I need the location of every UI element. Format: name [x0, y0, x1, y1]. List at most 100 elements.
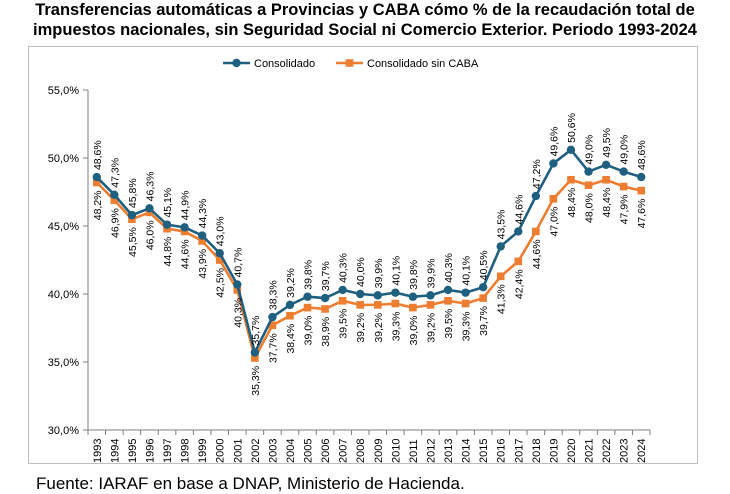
data-label-consolidado-sin-caba: 38,9% — [320, 317, 332, 347]
data-point-consolidado — [250, 348, 260, 357]
x-tick-label: 2013 — [443, 439, 455, 463]
data-point-consolidado — [373, 291, 382, 300]
data-label-consolidado: 49,0% — [619, 135, 631, 165]
data-point-consolidado — [408, 292, 418, 301]
data-label-consolidado-sin-caba: 35,3% — [250, 366, 262, 396]
data-point-consolidado — [461, 288, 470, 297]
x-tick-label: 2015 — [478, 439, 490, 463]
data-point-consolidado — [180, 223, 189, 232]
legend-marker-consolidado — [232, 58, 241, 68]
data-point-consolidado-sin-caba — [356, 301, 365, 309]
data-label-consolidado-sin-caba: 44,8% — [162, 237, 174, 267]
x-tick-label: 2012 — [425, 439, 437, 463]
data-label-consolidado-sin-caba: 41,3% — [496, 284, 508, 314]
x-tick-label: 2008 — [355, 439, 367, 463]
data-point-consolidado-sin-caba — [584, 181, 593, 189]
data-label-consolidado-sin-caba: 39,5% — [443, 309, 455, 339]
data-point-consolidado — [514, 227, 523, 236]
x-tick-label: 2009 — [373, 439, 385, 463]
data-point-consolidado-sin-caba — [198, 237, 206, 245]
data-point-consolidado-sin-caba — [215, 256, 224, 264]
x-tick-label: 2020 — [566, 439, 578, 463]
y-tick-label: 40,0% — [48, 289, 79, 301]
legend-label-consolidado: Consolidado — [254, 58, 315, 70]
data-label-consolidado-sin-caba: 39,3% — [461, 312, 473, 342]
data-label-consolidado: 39,2% — [285, 268, 297, 298]
x-tick-label: 1995 — [127, 439, 139, 463]
x-tick-label: 1997 — [162, 439, 174, 463]
x-tick-label: 2003 — [267, 439, 279, 463]
data-point-consolidado — [619, 167, 628, 176]
data-label-consolidado-sin-caba: 48,4% — [566, 188, 578, 218]
data-label-consolidado: 49,6% — [548, 127, 560, 157]
data-label-consolidado: 48,6% — [636, 140, 648, 170]
data-label-consolidado: 49,0% — [584, 135, 596, 165]
data-label-consolidado: 40,0% — [355, 257, 367, 287]
data-point-consolidado — [233, 280, 242, 289]
x-tick-label: 2018 — [531, 439, 543, 463]
data-point-consolidado — [496, 242, 505, 251]
data-point-consolidado-sin-caba — [251, 354, 259, 362]
data-point-consolidado-sin-caba — [602, 175, 610, 184]
data-label-consolidado: 48,6% — [92, 140, 104, 170]
data-point-consolidado — [443, 285, 453, 295]
data-point-consolidado-sin-caba — [268, 321, 277, 330]
x-tick-label: 2001 — [232, 439, 244, 463]
data-label-consolidado-sin-caba: 39,5% — [338, 309, 350, 339]
x-tick-label: 2000 — [215, 439, 227, 463]
x-tick-label: 2007 — [338, 439, 350, 463]
data-label-consolidado-sin-caba: 40,3% — [232, 298, 244, 328]
data-label-consolidado: 39,8% — [303, 260, 315, 290]
data-point-consolidado — [285, 300, 295, 310]
data-point-consolidado — [391, 288, 400, 297]
data-point-consolidado-sin-caba — [321, 305, 329, 313]
x-tick-label: 2014 — [461, 439, 473, 463]
data-point-consolidado — [531, 191, 541, 201]
data-label-consolidado-sin-caba: 46,0% — [144, 220, 156, 250]
data-label-consolidado-sin-caba: 48,0% — [584, 193, 596, 223]
x-tick-label: 1996 — [144, 439, 156, 463]
data-label-consolidado-sin-caba: 42,5% — [215, 268, 227, 298]
data-point-consolidado-sin-caba — [286, 311, 294, 320]
x-tick-label: 1998 — [180, 439, 192, 463]
x-tick-label: 2022 — [601, 439, 613, 463]
data-label-consolidado-sin-caba: 39,0% — [408, 316, 420, 346]
x-tick-label: 2010 — [390, 439, 402, 463]
x-tick-label: 2002 — [250, 439, 262, 463]
data-label-consolidado-sin-caba: 47,0% — [548, 207, 560, 237]
data-point-consolidado — [92, 172, 101, 182]
data-point-consolidado — [426, 291, 435, 300]
chart-title-line-2: impuestos nacionales, sin Seguridad Soci… — [33, 21, 697, 39]
data-label-consolidado-sin-caba: 43,9% — [197, 249, 209, 279]
legend-label-consolidado-sin-caba: Consolidado sin CABA — [367, 58, 479, 70]
y-tick-label: 45,0% — [48, 221, 79, 233]
source-note: Fuente: IARAF en base a DNAP, Ministerio… — [36, 474, 465, 493]
data-point-consolidado — [320, 293, 330, 303]
series-line-consolidado-sin-caba — [95, 178, 642, 360]
data-point-consolidado-sin-caba — [426, 301, 435, 309]
x-tick-label: 2011 — [408, 439, 420, 463]
series-line-consolidado — [95, 148, 642, 354]
data-point-consolidado-sin-caba — [479, 294, 487, 302]
data-point-consolidado-sin-caba — [496, 272, 505, 281]
data-label-consolidado-sin-caba: 37,7% — [267, 333, 279, 363]
chart-title-line-1: Transferencias automáticas a Provincias … — [35, 1, 695, 19]
data-label-consolidado-sin-caba: 45,5% — [127, 227, 139, 257]
data-point-consolidado-sin-caba — [619, 182, 628, 191]
data-label-consolidado: 50,6% — [566, 113, 578, 143]
data-label-consolidado: 40,7% — [232, 248, 244, 278]
data-point-consolidado — [145, 204, 154, 213]
data-point-consolidado-sin-caba — [391, 299, 400, 308]
x-tick-label: 2006 — [320, 439, 332, 463]
data-label-consolidado-sin-caba: 44,6% — [180, 239, 192, 269]
data-label-consolidado: 35,7% — [250, 316, 262, 346]
data-point-consolidado-sin-caba — [567, 175, 575, 184]
data-label-consolidado-sin-caba: 44,6% — [531, 239, 543, 269]
data-point-consolidado-sin-caba — [409, 303, 417, 312]
data-label-consolidado-sin-caba: 42,4% — [513, 269, 525, 299]
x-tick-label: 2016 — [496, 439, 508, 463]
x-tick-label: 2017 — [513, 439, 525, 463]
data-point-consolidado — [356, 289, 365, 299]
data-point-consolidado-sin-caba — [110, 196, 119, 204]
data-point-consolidado — [110, 190, 119, 199]
